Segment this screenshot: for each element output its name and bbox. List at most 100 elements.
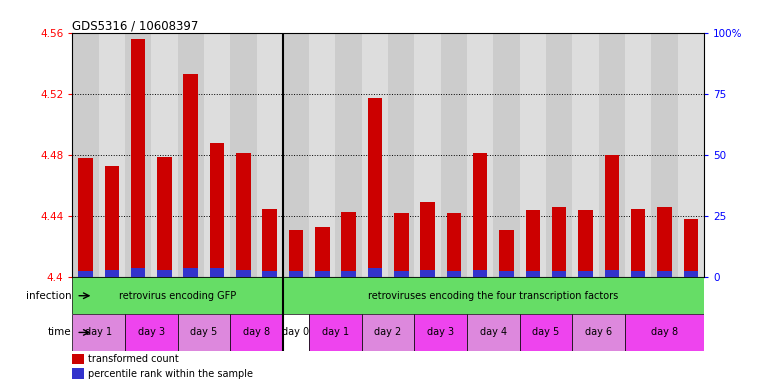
Text: day 0: day 0 xyxy=(282,328,310,338)
Bar xyxy=(683,271,698,277)
Bar xyxy=(651,33,677,277)
Bar xyxy=(315,227,330,277)
Bar xyxy=(231,33,256,277)
Bar xyxy=(631,209,645,277)
Bar xyxy=(72,33,99,277)
Bar xyxy=(473,154,488,277)
Text: percentile rank within the sample: percentile rank within the sample xyxy=(88,369,253,379)
Bar xyxy=(361,33,388,277)
Bar xyxy=(572,33,599,277)
Bar xyxy=(183,74,198,277)
Text: day 2: day 2 xyxy=(374,328,402,338)
Bar xyxy=(394,271,409,277)
Text: time: time xyxy=(48,328,72,338)
Bar xyxy=(599,33,625,277)
Bar xyxy=(78,271,93,277)
Text: GDS5316 / 10608397: GDS5316 / 10608397 xyxy=(72,20,199,33)
Bar xyxy=(231,314,283,351)
Bar xyxy=(546,33,572,277)
Bar xyxy=(131,39,145,277)
Bar xyxy=(263,209,277,277)
Bar xyxy=(677,33,704,277)
Bar xyxy=(394,213,409,277)
Bar xyxy=(420,270,435,277)
Bar xyxy=(467,314,520,351)
Bar xyxy=(104,166,119,277)
Bar xyxy=(210,143,224,277)
Bar xyxy=(158,157,172,277)
Bar xyxy=(283,277,704,314)
Text: day 1: day 1 xyxy=(322,328,349,338)
Bar xyxy=(526,210,540,277)
Bar xyxy=(361,314,415,351)
Text: day 8: day 8 xyxy=(651,328,678,338)
Bar xyxy=(415,33,441,277)
Bar xyxy=(99,33,125,277)
Bar xyxy=(552,207,566,277)
Bar xyxy=(236,154,250,277)
Text: infection: infection xyxy=(26,291,72,301)
Bar xyxy=(572,314,625,351)
Bar xyxy=(447,213,461,277)
Text: day 1: day 1 xyxy=(85,328,112,338)
Bar xyxy=(604,155,619,277)
Bar xyxy=(683,219,698,277)
Bar xyxy=(72,277,283,314)
Text: day 8: day 8 xyxy=(243,328,270,338)
Bar xyxy=(72,354,84,364)
Bar xyxy=(658,207,672,277)
Bar xyxy=(288,271,303,277)
Bar xyxy=(72,314,125,351)
Bar xyxy=(420,202,435,277)
Bar xyxy=(625,33,651,277)
Bar xyxy=(183,268,198,277)
Bar xyxy=(125,33,151,277)
Bar xyxy=(658,271,672,277)
Bar xyxy=(552,271,566,277)
Bar xyxy=(78,158,93,277)
Bar xyxy=(336,33,361,277)
Text: day 4: day 4 xyxy=(480,328,507,338)
Text: day 3: day 3 xyxy=(427,328,454,338)
Bar xyxy=(72,368,84,379)
Bar xyxy=(388,33,415,277)
Text: day 5: day 5 xyxy=(533,328,559,338)
Bar xyxy=(473,270,488,277)
Text: day 3: day 3 xyxy=(138,328,165,338)
Bar xyxy=(499,271,514,277)
Bar xyxy=(441,33,467,277)
Bar xyxy=(125,314,177,351)
Text: retrovirus encoding GFP: retrovirus encoding GFP xyxy=(119,291,236,301)
Text: day 5: day 5 xyxy=(190,328,218,338)
Bar xyxy=(283,33,309,277)
Bar xyxy=(177,314,230,351)
Bar xyxy=(177,33,204,277)
Bar xyxy=(520,314,572,351)
Bar xyxy=(499,230,514,277)
Bar xyxy=(342,212,356,277)
Bar xyxy=(368,98,382,277)
Bar xyxy=(315,271,330,277)
Bar xyxy=(263,271,277,277)
Bar xyxy=(467,33,493,277)
Bar xyxy=(236,270,250,277)
Bar xyxy=(104,270,119,277)
Bar xyxy=(131,268,145,277)
Bar xyxy=(309,33,336,277)
Bar xyxy=(526,271,540,277)
Bar xyxy=(288,230,303,277)
Bar xyxy=(204,33,231,277)
Bar xyxy=(283,314,309,351)
Text: retroviruses encoding the four transcription factors: retroviruses encoding the four transcrip… xyxy=(368,291,619,301)
Text: day 6: day 6 xyxy=(585,328,612,338)
Bar xyxy=(520,33,546,277)
Bar xyxy=(256,33,283,277)
Bar xyxy=(578,210,593,277)
Bar xyxy=(604,270,619,277)
Bar xyxy=(368,268,382,277)
Bar xyxy=(415,314,467,351)
Bar xyxy=(151,33,177,277)
Bar xyxy=(578,271,593,277)
Bar xyxy=(210,268,224,277)
Bar xyxy=(158,270,172,277)
